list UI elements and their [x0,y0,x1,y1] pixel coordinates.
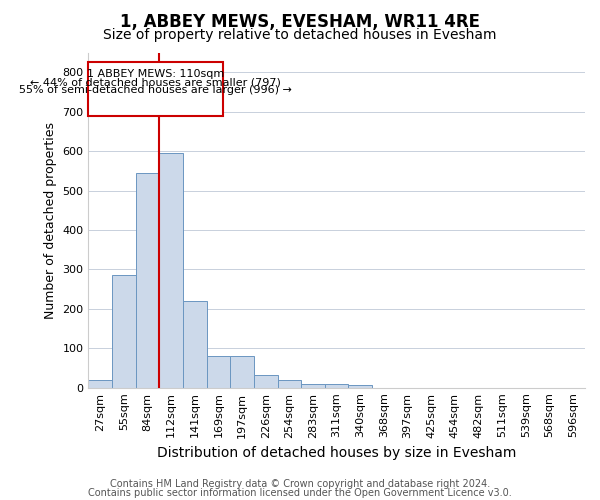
Text: Contains public sector information licensed under the Open Government Licence v3: Contains public sector information licen… [88,488,512,498]
Bar [183,301,206,388]
Text: Contains HM Land Registry data © Crown copyright and database right 2024.: Contains HM Land Registry data © Crown c… [110,479,490,489]
FancyBboxPatch shape [88,62,223,116]
X-axis label: Distribution of detached houses by size in Evesham: Distribution of detached houses by size … [157,446,517,460]
Bar [112,276,136,388]
Text: 1 ABBEY MEWS: 110sqm: 1 ABBEY MEWS: 110sqm [87,70,224,80]
Bar [88,380,112,388]
Bar [325,384,349,388]
Bar [301,384,325,388]
Bar [159,153,183,388]
Bar [254,375,278,388]
Bar [349,385,372,388]
Text: 1, ABBEY MEWS, EVESHAM, WR11 4RE: 1, ABBEY MEWS, EVESHAM, WR11 4RE [120,12,480,30]
Bar [278,380,301,388]
Text: 55% of semi-detached houses are larger (996) →: 55% of semi-detached houses are larger (… [19,85,292,95]
Bar [136,173,159,388]
Bar [230,356,254,388]
Bar [206,356,230,388]
Text: Size of property relative to detached houses in Evesham: Size of property relative to detached ho… [103,28,497,42]
Text: ← 44% of detached houses are smaller (797): ← 44% of detached houses are smaller (79… [30,78,281,88]
Y-axis label: Number of detached properties: Number of detached properties [44,122,57,318]
